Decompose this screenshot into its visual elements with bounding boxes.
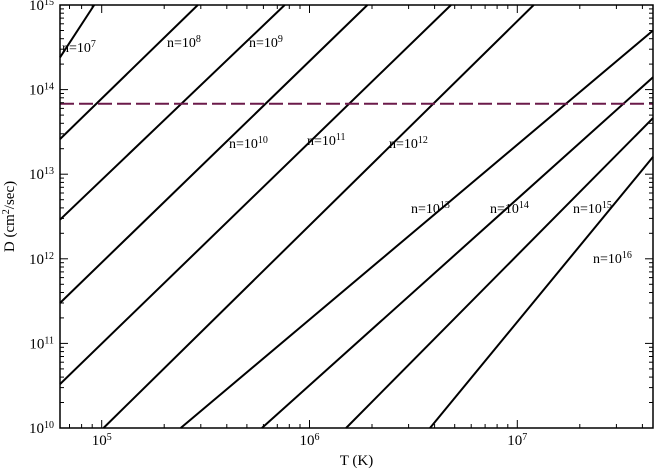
series-label-exp: 16 bbox=[622, 250, 632, 261]
axis-ticks bbox=[60, 4, 653, 429]
y-axis-label-pre: D (cm bbox=[2, 214, 18, 252]
plot-frame bbox=[59, 4, 654, 429]
tick-base: 10 bbox=[29, 252, 44, 268]
series-line-3 bbox=[59, 4, 369, 304]
series-label-1: n=108 bbox=[167, 34, 201, 52]
y-axis-label-sup: 2 bbox=[1, 209, 12, 214]
x-tick-label-1: 106 bbox=[300, 432, 320, 450]
tick-base: 10 bbox=[29, 83, 44, 99]
series-label-base: n=10 bbox=[411, 202, 440, 217]
series-label-5: n=1012 bbox=[389, 135, 428, 153]
series-label-0: n=107 bbox=[62, 39, 96, 57]
y-axis-label-post: /sec) bbox=[2, 181, 18, 209]
series-line-8 bbox=[345, 117, 654, 429]
series-label-exp: 14 bbox=[519, 200, 529, 211]
series-line-2 bbox=[59, 4, 286, 221]
tick-base: 10 bbox=[29, 336, 44, 352]
tick-base: 10 bbox=[29, 167, 44, 183]
series-label-base: n=10 bbox=[249, 36, 278, 51]
series-line-6 bbox=[180, 29, 654, 429]
series-label-exp: 10 bbox=[258, 135, 268, 146]
x-tick-label-0: 105 bbox=[92, 432, 112, 450]
tick-exp: 12 bbox=[44, 250, 54, 261]
y-tick-label-4: 1014 bbox=[29, 81, 54, 99]
y-tick-label-2: 1012 bbox=[29, 250, 54, 268]
series-label-base: n=10 bbox=[490, 202, 519, 217]
series-label-exp: 9 bbox=[278, 34, 283, 45]
x-axis-label: T (K) bbox=[340, 453, 373, 469]
series-label-base: n=10 bbox=[573, 202, 602, 217]
series-label-exp: 13 bbox=[440, 200, 450, 211]
tick-base: 10 bbox=[92, 433, 107, 449]
tick-exp: 5 bbox=[107, 432, 112, 443]
series-lines bbox=[59, 4, 654, 429]
series-line-1 bbox=[59, 4, 199, 140]
series-label-exp: 8 bbox=[196, 34, 201, 45]
tick-base: 10 bbox=[29, 421, 44, 437]
series-line-7 bbox=[261, 76, 654, 429]
tick-exp: 14 bbox=[44, 81, 54, 92]
y-tick-label-3: 1013 bbox=[29, 166, 54, 184]
series-label-base: n=10 bbox=[307, 134, 336, 149]
series-label-base: n=10 bbox=[62, 41, 91, 56]
y-tick-label-0: 1010 bbox=[29, 420, 54, 438]
series-line-4 bbox=[59, 4, 452, 385]
series-label-exp: 7 bbox=[91, 39, 96, 50]
series-label-exp: 15 bbox=[602, 200, 612, 211]
series-label-6: n=1013 bbox=[411, 200, 450, 218]
tick-exp: 7 bbox=[522, 432, 527, 443]
y-tick-label-5: 1015 bbox=[29, 0, 54, 14]
series-line-5 bbox=[102, 4, 535, 429]
tick-exp: 6 bbox=[315, 432, 320, 443]
series-label-base: n=10 bbox=[593, 252, 622, 267]
tick-exp: 11 bbox=[44, 335, 54, 346]
tick-base: 10 bbox=[507, 433, 522, 449]
series-label-9: n=1016 bbox=[593, 250, 632, 268]
x-tick-label-2: 107 bbox=[507, 432, 527, 450]
series-label-8: n=1015 bbox=[573, 200, 612, 218]
y-axis-label: D (cm2/sec) bbox=[1, 181, 19, 252]
tick-exp: 13 bbox=[44, 166, 54, 177]
series-label-7: n=1014 bbox=[490, 200, 529, 218]
series-label-exp: 11 bbox=[336, 132, 346, 143]
series-label-base: n=10 bbox=[229, 137, 258, 152]
tick-exp: 15 bbox=[44, 0, 54, 8]
tick-base: 10 bbox=[300, 433, 315, 449]
series-label-3: n=1010 bbox=[229, 135, 268, 153]
series-label-base: n=10 bbox=[167, 36, 196, 51]
y-tick-label-1: 1011 bbox=[29, 335, 54, 353]
series-line-9 bbox=[429, 156, 654, 429]
series-label-exp: 12 bbox=[418, 135, 428, 146]
tick-exp: 10 bbox=[44, 420, 54, 431]
tick-base: 10 bbox=[29, 0, 44, 14]
series-label-4: n=1011 bbox=[307, 132, 346, 150]
series-line-0 bbox=[59, 4, 96, 58]
series-label-2: n=109 bbox=[249, 34, 283, 52]
series-label-base: n=10 bbox=[389, 137, 418, 152]
